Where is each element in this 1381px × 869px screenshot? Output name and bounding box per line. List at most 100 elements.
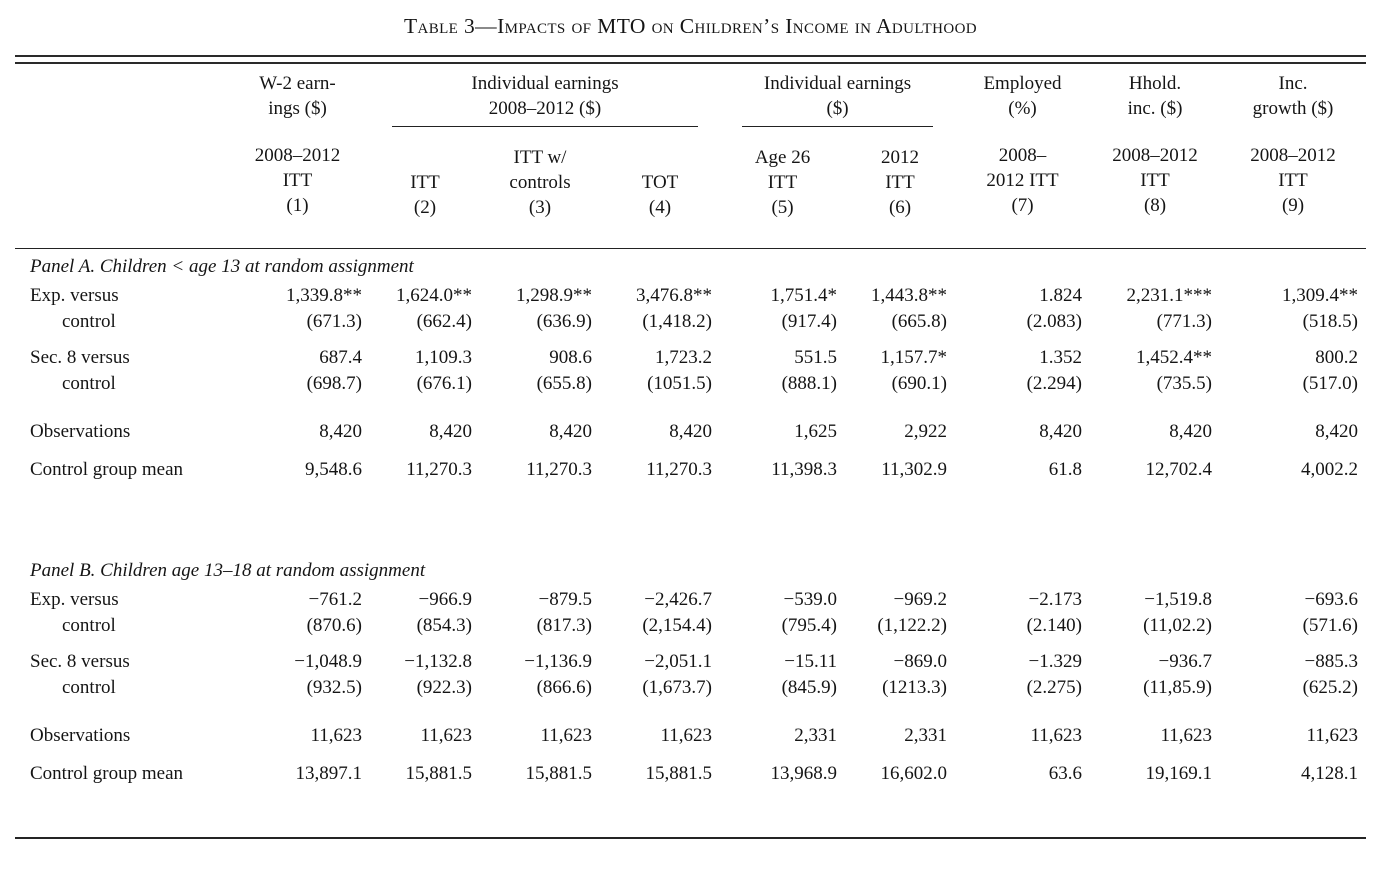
cell: 11,302.9: [881, 458, 948, 480]
panel-a-label-row: Panel A. Children < age 13 at random ass…: [15, 247, 1367, 283]
spacer: [15, 335, 1366, 345]
cell: (636.9): [536, 310, 592, 332]
spacer: [15, 483, 1366, 553]
cell: 1,723.2: [655, 346, 713, 368]
cell: 61.8: [1048, 458, 1083, 480]
column-group-individual-earnings: Individual earnings ($): [720, 66, 955, 144]
cell: 4,128.1: [1301, 762, 1359, 784]
cell: 8,420: [429, 420, 472, 442]
table-row: control (671.3) (662.4) (636.9) (1,418.2…: [15, 309, 1366, 335]
row-label: Exp. versus: [30, 284, 119, 306]
cell: (817.3): [536, 614, 592, 636]
table-row: Control group mean 9,548.6 11,270.3 11,2…: [15, 457, 1366, 483]
spacer-row: [15, 397, 1366, 419]
header-line: Inc.: [1278, 73, 1308, 94]
header-line: growth ($): [1252, 98, 1334, 119]
header-line: Hhold.: [1128, 73, 1182, 94]
cell: 11,270.3: [646, 458, 713, 480]
header-row-subheads: ITT (2) ITT w/ controls (3) TOT (4) Age …: [15, 144, 1366, 248]
table-row: Exp. versus −761.2 −966.9 −879.5 −2,426.…: [15, 587, 1366, 613]
header-line: (8): [1143, 195, 1167, 216]
cell: 19,169.1: [1145, 762, 1213, 784]
header-line: 2012: [881, 146, 920, 168]
cell: (518.5): [1302, 310, 1359, 332]
cell: 11,623: [660, 724, 713, 746]
header-line: (5): [771, 196, 794, 218]
table-row: Exp. versus 1,339.8** 1,624.0** 1,298.9*…: [15, 283, 1366, 309]
cell: −1.329: [1028, 650, 1083, 672]
header-line: Employed: [983, 73, 1062, 94]
header-line: (6): [888, 196, 912, 218]
cell: 13,897.1: [295, 762, 363, 784]
header-line: W-2 earn-: [259, 73, 336, 94]
header-line: (3): [528, 196, 552, 218]
cell: 11,270.3: [526, 458, 592, 480]
cell: −966.9: [418, 588, 472, 610]
cell: −539.0: [783, 588, 838, 610]
table-row: Observations 11,623 11,623 11,623 11,623…: [15, 723, 1366, 749]
cell: 1,109.3: [415, 346, 472, 368]
cell: 8,420: [1039, 420, 1083, 442]
cell: (795.4): [781, 614, 838, 636]
header-line: TOT: [641, 171, 679, 193]
table-row: Sec. 8 versus −1,048.9 −1,132.8 −1,136.9…: [15, 649, 1366, 675]
cell: 1,625: [794, 420, 838, 442]
cell: 1,298.9**: [516, 284, 592, 306]
cell: −761.2: [308, 588, 362, 610]
cell: 16,602.0: [880, 762, 948, 784]
cell: (771.3): [1156, 310, 1213, 332]
cell: (1213.3): [882, 676, 948, 698]
cell: (932.5): [306, 676, 362, 698]
cell: 2,331: [794, 724, 838, 746]
cell: (676.1): [416, 372, 472, 394]
row-label: Control group mean: [30, 762, 184, 784]
cell: 3,476.8**: [636, 284, 713, 306]
cell: −2,426.7: [644, 588, 713, 610]
table-title: Table 3—Impacts of MTO on Children’s Inc…: [403, 14, 978, 38]
header-line: (%): [1008, 98, 1037, 119]
header-line: controls: [509, 171, 571, 193]
cell: −936.7: [1158, 650, 1213, 672]
spacer: [15, 701, 1366, 723]
cell: (870.6): [306, 614, 362, 636]
cell: 11,623: [1306, 724, 1359, 746]
header-spacer: [1090, 121, 1220, 143]
spacer: [15, 639, 1366, 649]
header-spacer: [955, 121, 1090, 143]
cell: 11,398.3: [771, 458, 838, 480]
row-sublabel: control: [62, 614, 116, 636]
cell: 1,309.4**: [1282, 284, 1359, 306]
column-header-6: 2012 ITT (6): [845, 144, 955, 248]
results-table: W-2 earn- ings ($) 2008–2012 ITT (1) Ind…: [15, 66, 1367, 787]
spacer-row: [15, 749, 1366, 761]
panel-a-label: Panel A. Children < age 13 at random ass…: [15, 247, 1367, 283]
cell: 2,922: [904, 420, 948, 442]
cell: 2,331: [904, 724, 948, 746]
cell: −969.2: [893, 588, 948, 610]
column-header-2: ITT (2): [370, 144, 480, 248]
row-label: Sec. 8 versus: [30, 346, 130, 368]
cell: −885.3: [1304, 650, 1359, 672]
column-header-8: Hhold. inc. ($) 2008–2012 ITT (8): [1090, 66, 1220, 248]
cell: (625.2): [1302, 676, 1359, 698]
spacer: [15, 397, 1366, 419]
cell: 11,623: [310, 724, 362, 746]
cell: 12,702.4: [1145, 458, 1213, 480]
header-spacer: [225, 121, 370, 143]
header-line: inc. ($): [1127, 98, 1183, 119]
cell: 4,002.2: [1301, 458, 1359, 480]
cell: 8,420: [1315, 420, 1359, 442]
cell: (1051.5): [647, 372, 713, 394]
cell: (2,154.4): [642, 614, 713, 636]
cell: (690.1): [891, 372, 948, 394]
header-line: 2008–2012 ($): [488, 98, 602, 119]
cell: 15,881.5: [645, 762, 713, 784]
header-line: 2012 ITT: [986, 170, 1059, 191]
column-header-5: Age 26 ITT (5): [720, 144, 845, 248]
cell: −1,519.8: [1144, 588, 1213, 610]
spacer-row: [15, 639, 1366, 649]
panel-b-label-row: Panel B. Children age 13–18 at random as…: [15, 553, 1366, 587]
bottom-rule: [15, 836, 1366, 839]
cell: 8,420: [1169, 420, 1213, 442]
